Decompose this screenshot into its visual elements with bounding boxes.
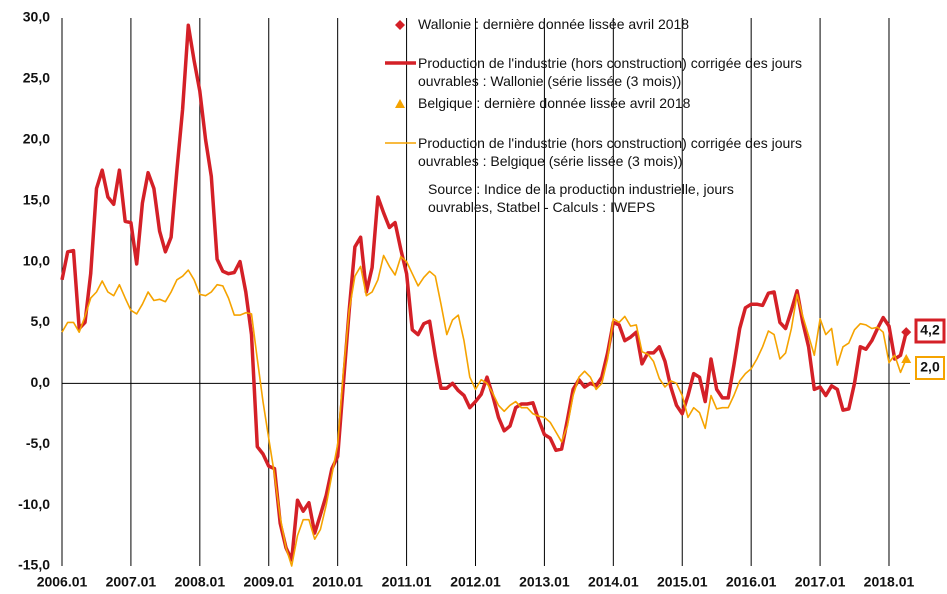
legend-marker-label: Belgique : dernière donnée lissée avril … [418, 95, 691, 111]
x-tick-label: 2010.01 [312, 574, 363, 590]
y-tick-label: 15,0 [23, 191, 50, 207]
end-marker [901, 353, 912, 363]
x-tick-label: 2014.01 [588, 574, 639, 590]
y-tick-label: 0,0 [31, 374, 51, 390]
y-tick-label: 10,0 [23, 252, 50, 268]
x-tick-label: 2009.01 [243, 574, 294, 590]
y-tick-label: 25,0 [23, 70, 50, 86]
legend-label: Production de l'industrie (hors construc… [418, 135, 802, 169]
x-tick-label: 2018.01 [864, 574, 915, 590]
y-tick-label: -15,0 [18, 557, 50, 573]
y-tick-label: 20,0 [23, 130, 50, 146]
y-tick-label: 30,0 [23, 9, 50, 25]
source-note: Source : Indice de la production industr… [428, 181, 734, 215]
value-label-box [915, 356, 945, 380]
x-tick-label: 2017.01 [795, 574, 846, 590]
y-tick-label: 5,0 [31, 313, 51, 329]
series-line [61, 254, 907, 567]
value-label: 4,2 [920, 322, 940, 338]
x-tick-label: 2015.01 [657, 574, 708, 590]
x-tick-label: 2006.01 [37, 574, 88, 590]
x-tick-label: 2012.01 [450, 574, 501, 590]
legend-label: Production de l'industrie (hors construc… [418, 55, 802, 89]
series-line [60, 23, 908, 562]
value-label: 2,0 [920, 359, 940, 375]
x-tick-label: 2011.01 [382, 574, 432, 590]
y-tick-label: -10,0 [18, 496, 50, 512]
end-marker [901, 327, 912, 338]
x-tick-label: 2013.01 [519, 574, 570, 590]
legend-marker [395, 99, 405, 108]
x-tick-label: 2007.01 [106, 574, 157, 590]
legend-marker [395, 20, 405, 30]
legend-marker-label: Wallonie : dernière donnée lissée avril … [418, 16, 690, 32]
x-tick-label: 2016.01 [726, 574, 777, 590]
y-tick-label: -5,0 [26, 435, 50, 451]
x-tick-label: 2008.01 [175, 574, 226, 590]
value-label-box [914, 318, 946, 344]
